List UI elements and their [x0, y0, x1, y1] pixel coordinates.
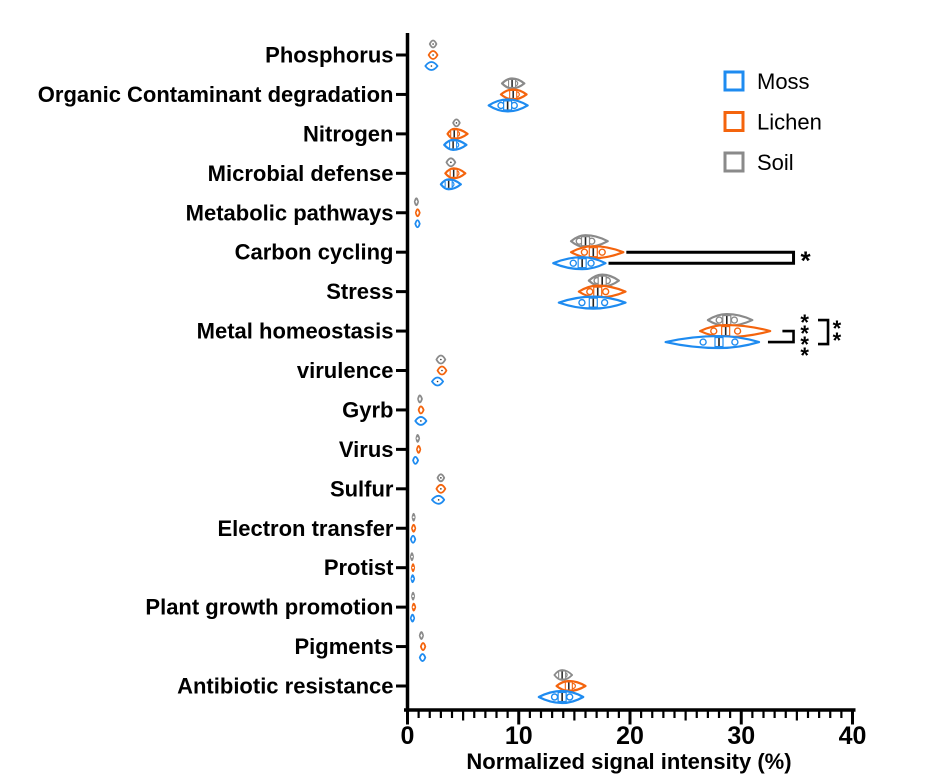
sig-annotation-1-label: *: [800, 321, 809, 346]
violin-moss-metal-homeostasis-point: [699, 338, 707, 346]
sig-annotation-2-label: *: [833, 328, 842, 353]
legend-label-soil: Soil: [757, 150, 794, 175]
category-label-microbial-defense: Microbial defense: [208, 161, 394, 186]
violin-soil-virulence-point: [440, 358, 442, 361]
sig-annotation-2-bracket: [818, 318, 830, 346]
category-label-sulfur: Sulfur: [330, 476, 394, 501]
violin-moss-sulfur-point: [437, 499, 440, 501]
legend-item-lichen: Lichen: [723, 110, 822, 135]
violin-lichen-carbon-cycling-point: [580, 248, 589, 256]
violin-lichen-gyrb-median: [419, 408, 422, 411]
violin-soil-microbial-defense-point: [450, 161, 452, 164]
x-tick-label-30: 30: [727, 722, 755, 750]
violin-lichen-plant-growth-promotion-median: [412, 606, 415, 609]
violin-soil-metabolic-pathways-median: [415, 200, 418, 203]
violin-moss-virulence-point: [436, 380, 439, 383]
violin-moss-phosphorus-point: [430, 65, 433, 67]
violin-moss-metal-homeostasis-point: [731, 338, 739, 346]
violin-lichen-virus-median: [417, 448, 420, 451]
x-tick-label-40: 40: [839, 722, 867, 750]
violin-moss-metabolic-pathways-median: [416, 222, 419, 225]
violin-moss-pigments-median: [421, 656, 424, 659]
violin-lichen-metal-homeostasis-point: [710, 327, 718, 335]
x-axis-title: Normalized signal intensity (%): [466, 749, 791, 774]
violin-lichen-stress-point: [586, 287, 594, 296]
violin-lichen-phosphorus-point: [432, 54, 434, 56]
category-label-gyrb: Gyrb: [342, 397, 393, 422]
legend-item-moss: Moss: [723, 69, 810, 94]
violin-lichen-carbon-cycling-point: [598, 248, 606, 256]
category-label-plant-growth-promotion: Plant growth promotion: [145, 595, 393, 620]
x-tick-label-0: 0: [401, 722, 415, 750]
violin-moss-carbon-cycling-point: [569, 259, 577, 267]
violin-lichen-electron-transfer-median: [412, 527, 415, 530]
violin-soil-electron-transfer-median: [412, 516, 415, 519]
category-label-protist: Protist: [324, 555, 394, 580]
violin-soil-gyrb-median: [418, 397, 421, 400]
violin-soil-virus-median: [416, 437, 419, 440]
category-label-carbon-cycling: Carbon cycling: [235, 240, 394, 265]
chart-generated: Phosphorus Organic Contaminant degradatio…: [38, 33, 867, 750]
violin-moss-antibiotic-resistance-point: [566, 693, 574, 701]
category-label-organic-contaminant-degradation: Organic Contaminant degradation: [38, 82, 394, 107]
legend-label-moss: Moss: [757, 69, 810, 94]
violin-soil-metal-homeostasis-point: [715, 316, 723, 324]
legend: Moss Lichen Soil: [723, 69, 822, 175]
violin-soil-sulfur-point: [440, 477, 442, 479]
violin-soil-protist-median: [410, 555, 413, 558]
category-label-metabolic-pathways: Metabolic pathways: [186, 200, 394, 225]
legend-swatch-soil-icon: [723, 151, 745, 173]
sig-annotation-1-label: *: [800, 310, 809, 335]
violin-moss-protist-median: [411, 577, 414, 580]
violin-moss-stress-point: [578, 298, 586, 307]
legend-label-lichen: Lichen: [757, 110, 822, 135]
category-label-nitrogen: Nitrogen: [303, 121, 393, 146]
violin-moss-carbon-cycling-point: [587, 259, 595, 267]
sig-annotation-1-label: *: [800, 343, 809, 368]
violin-moss-gyrb-point: [420, 420, 422, 422]
category-label-virus: Virus: [339, 437, 394, 462]
violin-soil-pigments-median: [420, 634, 423, 637]
legend-swatch-moss-icon: [723, 70, 745, 92]
violin-lichen-sulfur-point: [440, 488, 442, 490]
sig-annotation-2-label: *: [833, 316, 842, 341]
sig-annotation-0-label: *: [801, 246, 812, 276]
violin-moss-electron-transfer-median: [412, 538, 415, 541]
category-label-virulence: virulence: [297, 358, 394, 383]
violin-soil-phosphorus-point: [432, 43, 434, 45]
violin-lichen-metabolic-pathways-median: [416, 211, 419, 214]
violin-lichen-pigments-median: [422, 645, 425, 648]
category-label-antibiotic-resistance: Antibiotic resistance: [177, 674, 393, 699]
violin-lichen-virulence-point: [441, 369, 443, 372]
violin-soil-plant-growth-promotion-median: [412, 595, 415, 598]
legend-item-soil: Soil: [723, 150, 794, 175]
category-label-stress: Stress: [326, 279, 393, 304]
violin-moss-metal-homeostasis: [664, 334, 761, 350]
x-tick-label-10: 10: [505, 722, 533, 750]
sig-annotation-1-bracket: [767, 329, 795, 344]
violin-lichen-protist-median: [412, 566, 415, 569]
violin-lichen-metal-homeostasis-point: [733, 327, 742, 335]
violin-lichen-stress-point: [601, 287, 610, 296]
violin-moss-virus-median: [414, 459, 417, 462]
category-label-electron-transfer: Electron transfer: [217, 516, 393, 541]
category-label-pigments: Pigments: [294, 634, 393, 659]
category-label-phosphorus: Phosphorus: [265, 43, 393, 68]
violin-soil-nitrogen-point: [455, 122, 458, 124]
sig-annotation-1-label: *: [800, 332, 809, 357]
violin-soil-metal-homeostasis-point: [730, 316, 739, 324]
violin-moss-plant-growth-promotion-median: [411, 617, 414, 620]
legend-swatch-lichen-icon: [723, 111, 745, 132]
category-label-metal-homeostasis: Metal homeostasis: [197, 319, 394, 344]
violin-moss-antibiotic-resistance-point: [550, 693, 559, 701]
violin-moss-stress-point: [600, 298, 609, 307]
sig-annotation-0-bracket: [608, 250, 796, 265]
x-tick-label-20: 20: [616, 722, 644, 750]
